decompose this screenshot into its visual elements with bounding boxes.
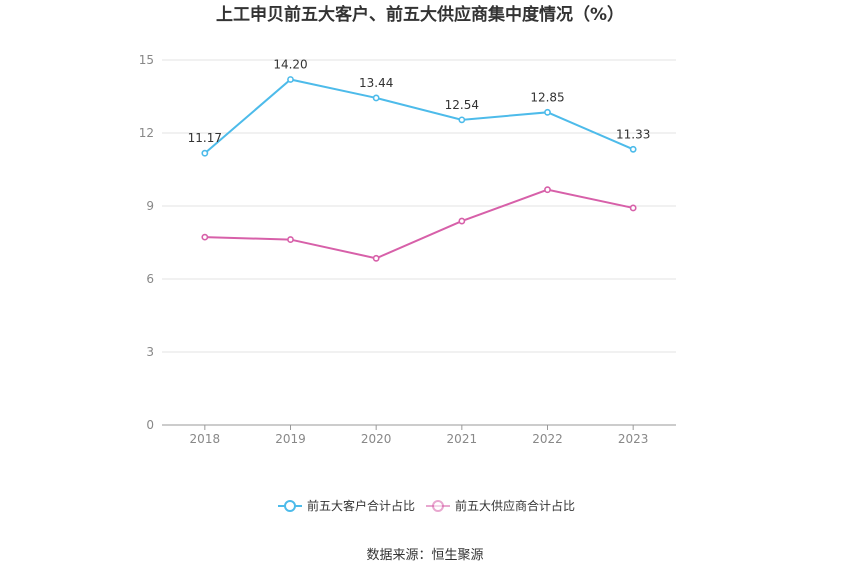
y-tick-label: 12 — [139, 126, 154, 140]
x-tick-label: 2023 — [618, 432, 649, 446]
series-1 — [201, 186, 637, 262]
data-point[interactable] — [544, 186, 551, 194]
data-label: 11.17 — [188, 131, 222, 145]
x-axis: 2018 2019 2020 2021 2022 2023 — [162, 424, 676, 446]
x-tick-label: 2022 — [532, 432, 563, 446]
legend-label: 前五大客户合计占比 — [307, 498, 415, 513]
y-tick-label: 6 — [146, 272, 154, 286]
data-label: 13.44 — [359, 76, 393, 90]
grid — [162, 59, 676, 353]
data-point[interactable] — [544, 108, 551, 116]
data-point[interactable] — [629, 145, 637, 153]
y-tick-label: 3 — [146, 345, 154, 359]
series-line — [204, 188, 634, 260]
data-point[interactable] — [458, 217, 466, 225]
legend-item-0[interactable]: 前五大客户合计占比 — [278, 498, 415, 513]
data-point[interactable] — [458, 116, 466, 124]
legend-marker-icon — [284, 500, 296, 512]
data-label: 11.33 — [616, 127, 650, 141]
data-point[interactable] — [201, 149, 209, 157]
data-point[interactable] — [287, 76, 294, 83]
y-tick-label: 0 — [146, 418, 154, 432]
data-point[interactable] — [287, 236, 294, 243]
data-point[interactable] — [629, 204, 637, 212]
chart-title: 上工申贝前五大客户、前五大供应商集中度情况（%） — [216, 4, 624, 25]
x-tick-label: 2020 — [361, 432, 392, 446]
x-tick-label: 2018 — [190, 432, 221, 446]
data-label: 12.54 — [445, 98, 479, 112]
legend-label: 前五大供应商合计占比 — [455, 498, 575, 513]
series-0: 11.17 14.20 13.44 12.54 12.85 11.33 — [188, 57, 650, 157]
series-line — [204, 78, 634, 154]
y-tick-label: 9 — [146, 199, 154, 213]
source-note: 数据来源：恒生聚源 — [366, 548, 483, 563]
y-tick-label: 15 — [139, 53, 154, 67]
plot-area: 11.17 14.20 13.44 12.54 12.85 11.33 — [188, 57, 650, 262]
data-label: 12.85 — [530, 90, 564, 104]
legend: 前五大客户合计占比 前五大供应商合计占比 — [278, 498, 575, 513]
data-label: 14.20 — [273, 57, 307, 71]
data-point[interactable] — [201, 233, 209, 241]
data-point[interactable] — [372, 254, 380, 262]
y-axis: 0 3 6 9 12 15 — [139, 53, 154, 432]
legend-item-1[interactable]: 前五大供应商合计占比 — [426, 498, 575, 513]
data-point[interactable] — [372, 94, 380, 102]
legend-marker-icon — [432, 500, 444, 512]
x-tick-label: 2021 — [447, 432, 478, 446]
x-tick-label: 2019 — [275, 432, 306, 446]
